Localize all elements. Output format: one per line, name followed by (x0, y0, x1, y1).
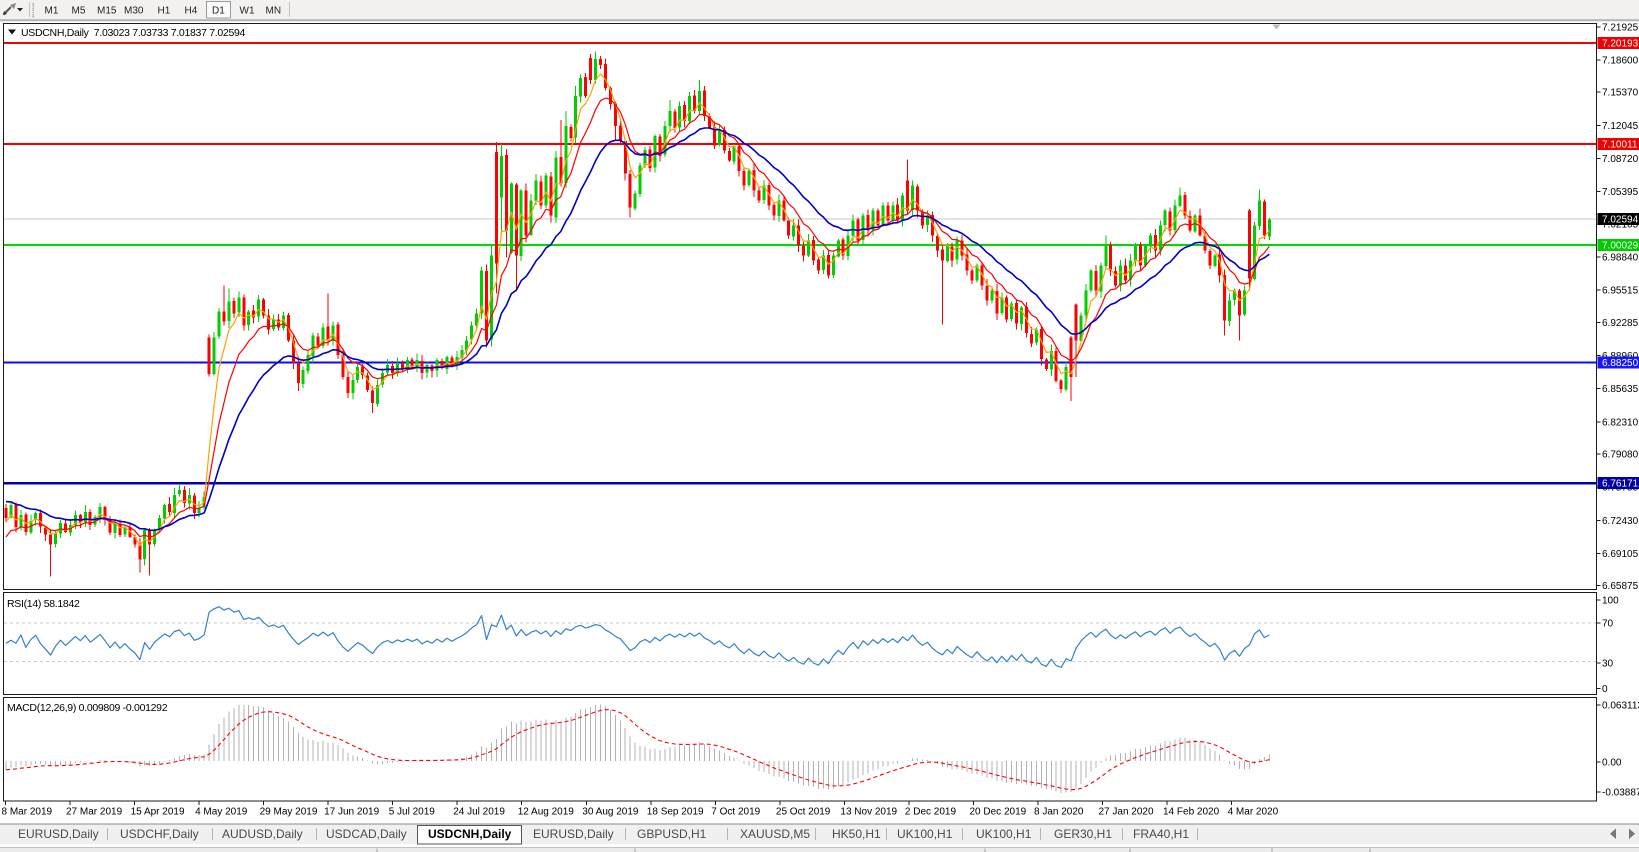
svg-text:6.88250: 6.88250 (1602, 358, 1639, 369)
svg-text:0.00: 0.00 (1602, 758, 1622, 769)
svg-text:12 Aug 2019: 12 Aug 2019 (518, 807, 575, 818)
svg-text:25 Oct 2019: 25 Oct 2019 (776, 807, 831, 818)
svg-text:M15: M15 (97, 6, 117, 17)
svg-text:7.08720: 7.08720 (1602, 154, 1639, 165)
svg-text:6.72430: 6.72430 (1602, 516, 1639, 527)
svg-text:-0.038872: -0.038872 (1602, 788, 1639, 799)
svg-text:0: 0 (1602, 684, 1608, 695)
svg-text:29 May 2019: 29 May 2019 (260, 807, 318, 818)
svg-text:14 Feb 2020: 14 Feb 2020 (1163, 807, 1220, 818)
svg-text:AUDUSD,Daily: AUDUSD,Daily (222, 827, 303, 841)
svg-text:7.20193: 7.20193 (1602, 39, 1639, 50)
svg-text:D1: D1 (212, 6, 225, 17)
svg-text:GBPUSD,H1: GBPUSD,H1 (637, 827, 707, 841)
svg-text:8 Jan 2020: 8 Jan 2020 (1034, 807, 1084, 818)
svg-text:4 Mar 2020: 4 Mar 2020 (1228, 807, 1279, 818)
svg-text:13 Nov 2019: 13 Nov 2019 (840, 807, 897, 818)
svg-text:M30: M30 (124, 6, 144, 17)
svg-text:EURUSD,Daily: EURUSD,Daily (18, 827, 99, 841)
svg-text:15 Apr 2019: 15 Apr 2019 (131, 807, 185, 818)
svg-text:6.92285: 6.92285 (1602, 318, 1639, 329)
svg-text:6.95515: 6.95515 (1602, 286, 1639, 297)
svg-text:70: 70 (1602, 619, 1614, 630)
svg-text:6.79080: 6.79080 (1602, 450, 1639, 461)
svg-text:30 Aug 2019: 30 Aug 2019 (582, 807, 639, 818)
svg-text:GER30,H1: GER30,H1 (1054, 827, 1112, 841)
svg-text:7.05395: 7.05395 (1602, 187, 1639, 198)
svg-text:USDCAD,Daily: USDCAD,Daily (326, 827, 407, 841)
svg-text:20 Dec 2019: 20 Dec 2019 (970, 807, 1027, 818)
svg-text:W1: W1 (240, 6, 255, 17)
svg-text:HK50,H1: HK50,H1 (832, 827, 881, 841)
svg-text:17 Jun 2019: 17 Jun 2019 (324, 807, 379, 818)
svg-text:6.76171: 6.76171 (1602, 479, 1639, 490)
svg-text:USDCNH,Daily 7.03023 7.03733: USDCNH,Daily 7.03023 7.03733 7.01837 7.0… (21, 27, 246, 39)
svg-text:24 Jul 2019: 24 Jul 2019 (453, 807, 505, 818)
svg-text:100: 100 (1602, 596, 1619, 607)
svg-text:0.063113: 0.063113 (1602, 701, 1639, 712)
svg-text:6.69105: 6.69105 (1602, 549, 1639, 560)
svg-text:USDCNH,Daily: USDCNH,Daily (428, 827, 512, 841)
svg-text:EURUSD,Daily: EURUSD,Daily (533, 827, 614, 841)
svg-text:6.65875: 6.65875 (1602, 581, 1639, 592)
svg-text:2 Dec 2019: 2 Dec 2019 (905, 807, 957, 818)
svg-text:27 Jan 2020: 27 Jan 2020 (1099, 807, 1154, 818)
svg-text:7.18600: 7.18600 (1602, 56, 1639, 67)
svg-text:7 Oct 2019: 7 Oct 2019 (711, 807, 760, 818)
svg-text:H1: H1 (158, 6, 171, 17)
svg-text:7.10011: 7.10011 (1602, 140, 1638, 151)
svg-text:M5: M5 (72, 6, 86, 17)
svg-text:M1: M1 (45, 6, 59, 17)
svg-text:4 May 2019: 4 May 2019 (195, 807, 248, 818)
svg-text:30: 30 (1602, 659, 1614, 670)
svg-text:FRA40,H1: FRA40,H1 (1133, 827, 1189, 841)
svg-text:5 Jul 2019: 5 Jul 2019 (389, 807, 436, 818)
svg-text:RSI(14) 58.1842: RSI(14) 58.1842 (7, 598, 80, 610)
svg-text:6.98840: 6.98840 (1602, 253, 1639, 264)
svg-text:UK100,H1: UK100,H1 (976, 827, 1032, 841)
svg-text:6.82310: 6.82310 (1602, 417, 1639, 428)
svg-text:XAUUSD,M5: XAUUSD,M5 (740, 827, 810, 841)
svg-text:UK100,H1: UK100,H1 (897, 827, 953, 841)
svg-text:7.15370: 7.15370 (1602, 88, 1639, 99)
svg-text:7.12045: 7.12045 (1602, 121, 1639, 132)
svg-text:MACD(12,26,9) 0.009809 -0.0012: MACD(12,26,9) 0.009809 -0.001292 (7, 702, 168, 714)
svg-text:7.02594: 7.02594 (1602, 215, 1639, 226)
svg-text:8 Mar 2019: 8 Mar 2019 (2, 807, 53, 818)
svg-text:H4: H4 (185, 6, 198, 17)
svg-text:7.00029: 7.00029 (1602, 241, 1639, 252)
svg-text:MN: MN (266, 6, 282, 17)
svg-text:6.85635: 6.85635 (1602, 384, 1639, 395)
svg-text:27 Mar 2019: 27 Mar 2019 (66, 807, 123, 818)
svg-text:18 Sep 2019: 18 Sep 2019 (647, 807, 704, 818)
svg-text:USDCHF,Daily: USDCHF,Daily (120, 827, 199, 841)
svg-text:7.21925: 7.21925 (1602, 23, 1639, 34)
